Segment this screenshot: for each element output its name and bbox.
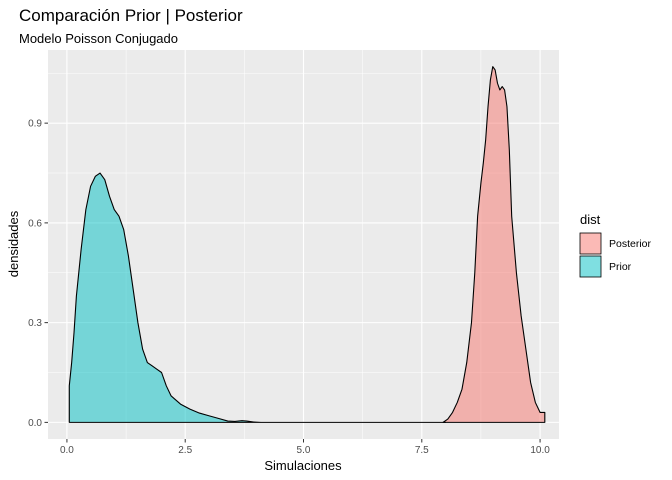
legend-key-prior — [579, 255, 602, 278]
legend: dist Posterior Prior — [579, 212, 652, 278]
chart-subtitle: Modelo Poisson Conjugado — [19, 31, 178, 46]
y-tick-label: 0.6 — [28, 218, 42, 229]
x-tick-label: 10.0 — [530, 445, 550, 456]
x-axis-title: Simulaciones — [264, 458, 342, 473]
chart-title: Comparación Prior | Posterior — [19, 6, 243, 25]
y-axis: 0.0 0.3 0.6 0.9 — [28, 119, 48, 429]
density-areas — [68, 66, 546, 423]
legend-key-posterior — [579, 232, 602, 255]
x-axis: 0.0 2.5 5.0 7.5 10.0 — [60, 439, 550, 456]
x-tick-label: 2.5 — [178, 445, 192, 456]
x-tick-label: 5.0 — [297, 445, 311, 456]
legend-title: dist — [580, 212, 601, 227]
density-area-posterior — [442, 66, 546, 423]
x-tick-label: 7.5 — [415, 445, 429, 456]
density-area-prior — [68, 172, 446, 423]
legend-label-posterior: Posterior — [609, 238, 652, 250]
y-tick-label: 0.9 — [28, 119, 42, 130]
y-tick-label: 0.0 — [28, 418, 42, 429]
y-axis-title: densidades — [6, 210, 21, 277]
legend-label-prior: Prior — [609, 261, 632, 273]
x-tick-label: 0.0 — [60, 445, 74, 456]
y-tick-label: 0.3 — [28, 318, 42, 329]
